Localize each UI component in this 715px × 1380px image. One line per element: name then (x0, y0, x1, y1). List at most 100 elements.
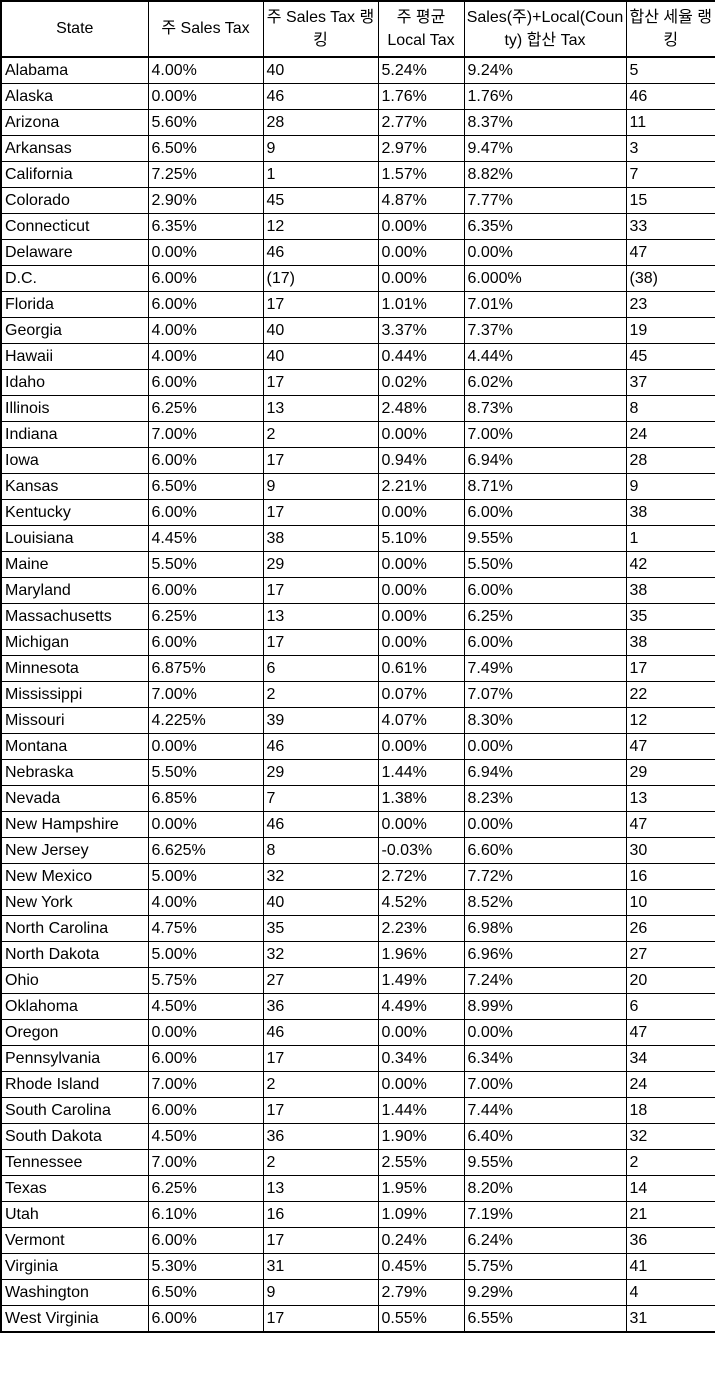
value-cell: 0.00% (463, 733, 627, 760)
value-cell: 28 (262, 109, 379, 136)
value-cell: 0.00% (377, 1019, 465, 1046)
value-cell: 37 (625, 369, 715, 396)
value-cell: 0.44% (377, 343, 465, 370)
value-cell: 4.44% (463, 343, 627, 370)
table-row: Pennsylvania 6.00% 17 0.34% 6.34% 34 (0, 1045, 715, 1072)
value-cell: 46 (262, 83, 379, 110)
value-cell: 46 (262, 733, 379, 760)
table-row: Indiana 7.00% 2 0.00% 7.00% 24 (0, 421, 715, 448)
value-cell: 6.00% (147, 1045, 264, 1072)
value-cell: 29 (625, 759, 715, 786)
table-row: Kansas 6.50% 9 2.21% 8.71% 9 (0, 473, 715, 500)
value-cell: 38 (625, 629, 715, 656)
value-cell: 6.00% (463, 629, 627, 656)
table-header: State 주 Sales Tax 주 Sales Tax 랭킹 주 평균 Lo… (0, 0, 715, 58)
value-cell: 7.00% (463, 1071, 627, 1098)
value-cell: 0.00% (377, 577, 465, 604)
value-cell: 0.02% (377, 369, 465, 396)
value-cell: 45 (262, 187, 379, 214)
value-cell: 17 (262, 291, 379, 318)
value-cell: 11 (625, 109, 715, 136)
value-cell: 2.23% (377, 915, 465, 942)
value-cell: 17 (262, 447, 379, 474)
value-cell: 6.25% (147, 603, 264, 630)
value-cell: 17 (262, 577, 379, 604)
value-cell: 7.77% (463, 187, 627, 214)
value-cell: 40 (262, 343, 379, 370)
value-cell: 6.00% (147, 499, 264, 526)
value-cell: 8 (262, 837, 379, 864)
value-cell: 35 (625, 603, 715, 630)
value-cell: 6 (262, 655, 379, 682)
value-cell: 7.01% (463, 291, 627, 318)
value-cell: 6.00% (147, 1305, 264, 1333)
value-cell: 2.72% (377, 863, 465, 890)
table-row: South Carolina 6.00% 17 1.44% 7.44% 18 (0, 1097, 715, 1124)
value-cell: 9.55% (463, 1149, 627, 1176)
state-cell: New York (0, 889, 149, 916)
value-cell: 41 (625, 1253, 715, 1280)
value-cell: 4.07% (377, 707, 465, 734)
table-row: Ohio 5.75% 27 1.49% 7.24% 20 (0, 967, 715, 994)
value-cell: 6.50% (147, 135, 264, 162)
table-row: Missouri 4.225% 39 4.07% 8.30% 12 (0, 707, 715, 734)
value-cell: 0.00% (147, 239, 264, 266)
value-cell: 6 (625, 993, 715, 1020)
value-cell: (38) (625, 265, 715, 292)
table-row: Texas 6.25% 13 1.95% 8.20% 14 (0, 1175, 715, 1202)
value-cell: 40 (262, 889, 379, 916)
state-cell: West Virginia (0, 1305, 149, 1333)
state-cell: South Dakota (0, 1123, 149, 1150)
state-cell: Florida (0, 291, 149, 318)
table-row: Maine 5.50% 29 0.00% 5.50% 42 (0, 551, 715, 578)
table-row: Kentucky 6.00% 17 0.00% 6.00% 38 (0, 499, 715, 526)
value-cell: 8.71% (463, 473, 627, 500)
value-cell: 24 (625, 1071, 715, 1098)
value-cell: 1.38% (377, 785, 465, 812)
value-cell: 3 (625, 135, 715, 162)
value-cell: 4.87% (377, 187, 465, 214)
state-cell: Massachusetts (0, 603, 149, 630)
table-row: North Dakota 5.00% 32 1.96% 6.96% 27 (0, 941, 715, 968)
value-cell: 9 (262, 135, 379, 162)
value-cell: 18 (625, 1097, 715, 1124)
value-cell: 46 (262, 239, 379, 266)
value-cell: 6.24% (463, 1227, 627, 1254)
value-cell: 6.00% (147, 1097, 264, 1124)
value-cell: 7.00% (147, 681, 264, 708)
value-cell: 6.35% (147, 213, 264, 240)
state-cell: Oklahoma (0, 993, 149, 1020)
value-cell: 0.00% (377, 733, 465, 760)
state-cell: Missouri (0, 707, 149, 734)
state-cell: Texas (0, 1175, 149, 1202)
state-sales-tax-table: State 주 Sales Tax 주 Sales Tax 랭킹 주 평균 Lo… (0, 0, 715, 1333)
state-cell: Tennessee (0, 1149, 149, 1176)
value-cell: 8.73% (463, 395, 627, 422)
value-cell: 0.55% (377, 1305, 465, 1333)
value-cell: 47 (625, 811, 715, 838)
value-cell: 34 (625, 1045, 715, 1072)
table-row: Connecticut 6.35% 12 0.00% 6.35% 33 (0, 213, 715, 240)
value-cell: 14 (625, 1175, 715, 1202)
table-row: Alaska 0.00% 46 1.76% 1.76% 46 (0, 83, 715, 110)
value-cell: 3.37% (377, 317, 465, 344)
value-cell: 8.20% (463, 1175, 627, 1202)
value-cell: 40 (262, 317, 379, 344)
state-cell: Ohio (0, 967, 149, 994)
value-cell: 0.00% (377, 213, 465, 240)
value-cell: 1.44% (377, 759, 465, 786)
value-cell: 21 (625, 1201, 715, 1228)
value-cell: 5.75% (147, 967, 264, 994)
value-cell: 36 (262, 993, 379, 1020)
value-cell: 36 (262, 1123, 379, 1150)
state-cell: Arizona (0, 109, 149, 136)
value-cell: 22 (625, 681, 715, 708)
value-cell: 38 (625, 577, 715, 604)
table-row: Alabama 4.00% 40 5.24% 9.24% 5 (0, 56, 715, 84)
table-row: California 7.25% 1 1.57% 8.82% 7 (0, 161, 715, 188)
value-cell: 1.76% (463, 83, 627, 110)
value-cell: 7 (625, 161, 715, 188)
value-cell: 1.49% (377, 967, 465, 994)
state-cell: Alabama (0, 56, 149, 84)
value-cell: 5.60% (147, 109, 264, 136)
